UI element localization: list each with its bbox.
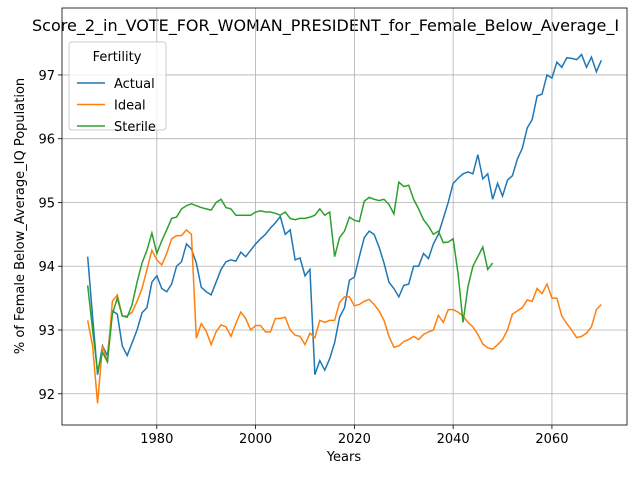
x-axis-label: Years <box>326 450 362 465</box>
legend-label: Ideal <box>114 99 146 114</box>
x-tick-label: 2040 <box>437 432 470 447</box>
y-tick-label: 95 <box>38 196 55 211</box>
plot-frame <box>61 7 628 426</box>
legend-label: Actual <box>114 77 155 92</box>
legend-title: Fertility <box>93 50 142 65</box>
x-tick-label: 2020 <box>338 432 371 447</box>
y-tick-label: 92 <box>38 388 55 403</box>
y-tick-label: 96 <box>38 133 55 148</box>
x-tick-label: 2060 <box>535 432 568 447</box>
legend-label: Sterile <box>114 120 156 135</box>
series-line <box>86 228 602 404</box>
legend-box <box>68 41 167 131</box>
series-line <box>86 180 494 372</box>
y-tick-label: 97 <box>38 69 55 84</box>
chart-title: Score_2_in_VOTE_FOR_WOMAN_PRESIDENT_for_… <box>32 16 619 36</box>
y-tick-label: 93 <box>38 324 55 339</box>
y-axis-label: % of Female Below_Average_IQ Population <box>13 78 28 354</box>
y-tick-label: 94 <box>38 260 55 275</box>
x-tick-label: 2000 <box>239 432 272 447</box>
x-tick-label: 1980 <box>140 432 173 447</box>
series-line <box>86 53 603 375</box>
